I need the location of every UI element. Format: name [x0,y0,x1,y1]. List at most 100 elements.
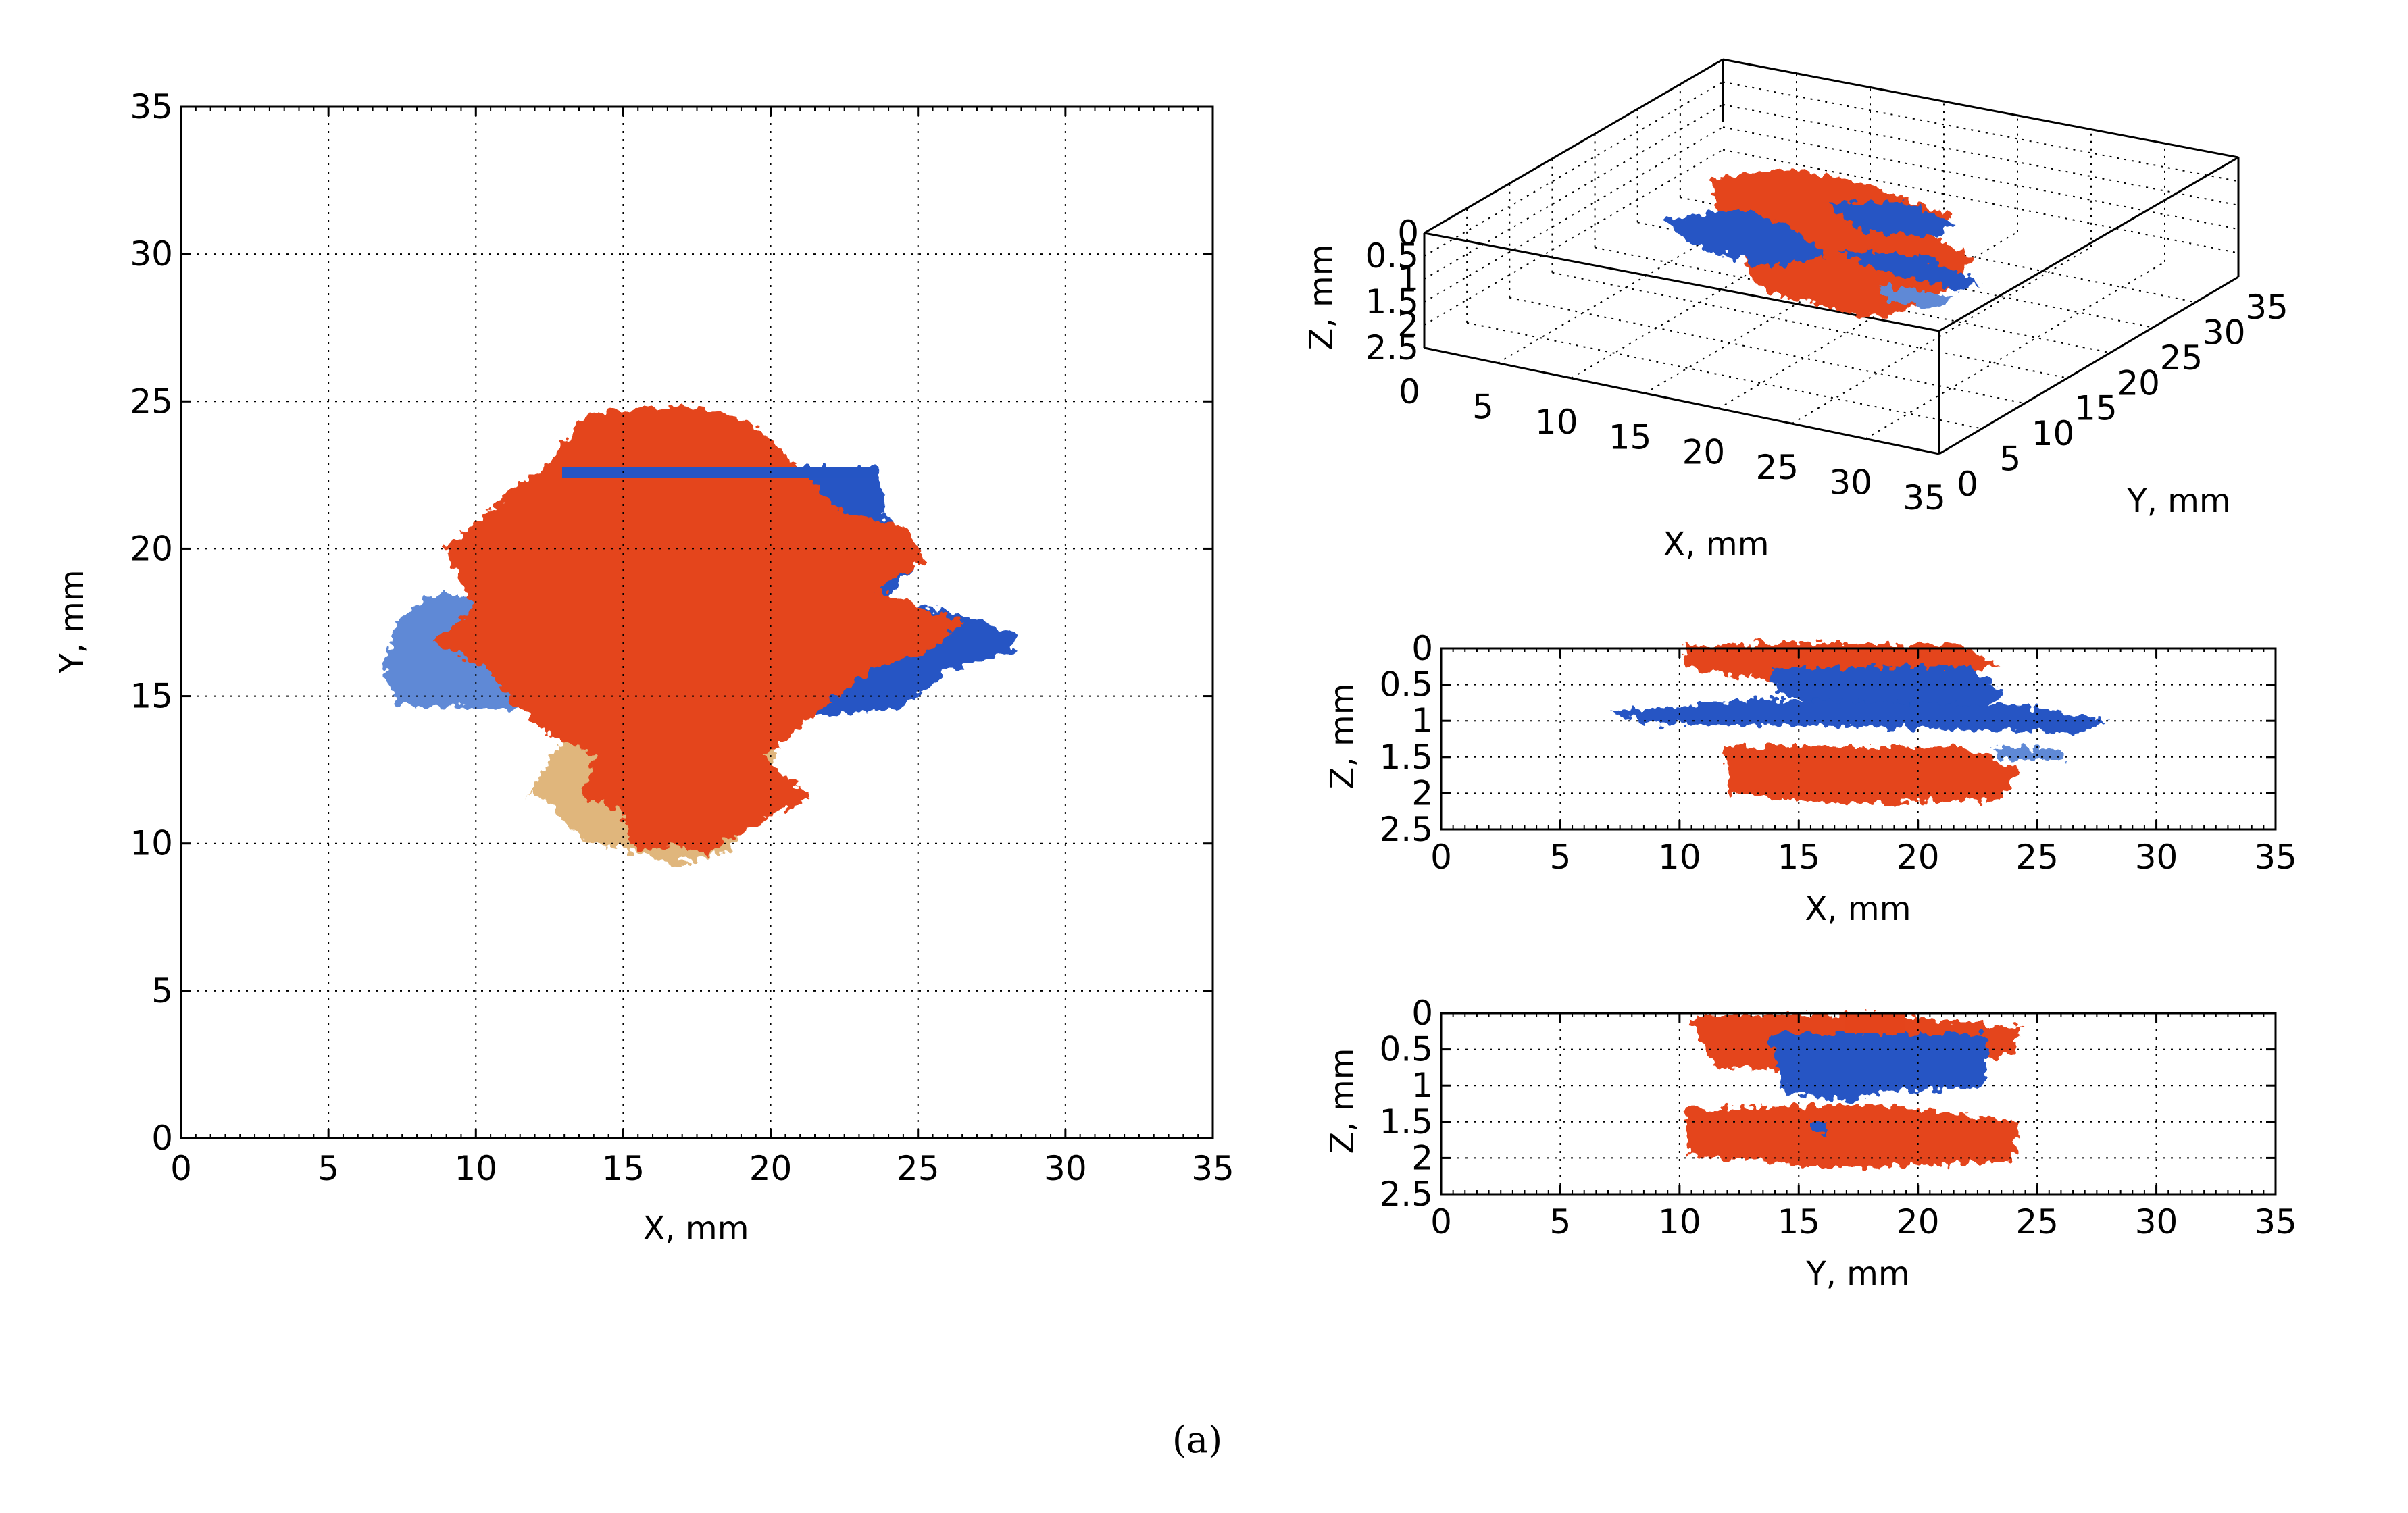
yz-x-tick-label: 5 [1550,1202,1572,1241]
xy-blue-top-strip [562,467,878,478]
xy-y-tick-label: 25 [130,382,173,421]
xy-damage-map [385,405,1017,865]
xz-x-tick-label: 0 [1430,838,1452,877]
3d-y-tick-label: 25 [2160,338,2203,378]
xz-y-tick-label: 0.5 [1379,665,1433,704]
xy-orange-region [432,405,966,854]
3d-blue-region-b [1824,203,1953,236]
xz-blue-band [1607,699,2108,733]
3d-y-tick-label: 5 [1999,440,2021,479]
xy-y-tick-label: 15 [130,677,173,716]
xy-projection-plot: 0 5 10 15 20 25 30 35 0 5 10 15 20 25 30 35 X, mm Y, mm [53,87,1234,1248]
xz-y-tick-label: 1.5 [1379,738,1433,777]
yz-damage-map [1682,1013,2020,1169]
figure-caption: (a) [1172,1418,1222,1461]
xz-y-tick-label: 0 [1411,629,1433,668]
3d-y-axis-label: Y, mm [2126,482,2230,520]
3d-z-tick-label: 2 [1397,305,1419,344]
3d-x-axis-label: X, mm [1663,525,1770,563]
xz-y-tick-label: 1 [1411,701,1433,740]
yz-y-tick-label: 2.5 [1379,1175,1433,1214]
xz-y-axis-label: Z, mm [1324,684,1361,790]
3d-x-tick-label: 0 [1399,372,1420,411]
yz-x-tick-label: 0 [1430,1202,1452,1241]
3d-left-wall-zgrid [1424,149,1724,326]
xz-y-tick-label: 2 [1411,773,1433,813]
yz-x-tick-label: 15 [1777,1202,1820,1241]
3d-blue-region-d [1878,284,1953,307]
yz-orange-top [1845,1013,1905,1033]
xy-tick-labels: 0 5 10 15 20 25 30 35 0 5 10 15 20 25 30 35 [130,87,1234,1188]
yz-orange-lower [1682,1104,2020,1169]
yz-gridlines [1441,1013,2276,1194]
3d-x-tick-label: 5 [1472,387,1494,426]
yz-y-tick-label: 1.5 [1379,1102,1433,1142]
3d-blue-region-c [1838,250,1980,290]
xy-x-tick-label: 15 [602,1149,645,1188]
3d-x-tick-label: 15 [1609,417,1652,457]
xz-x-tick-label: 20 [1897,838,1940,877]
xz-x-tick-label: 25 [2015,838,2059,877]
3d-y-tick-label: 20 [2117,363,2160,403]
3d-back-wall-zgrid [1722,81,2239,182]
3d-y-tick-label: 30 [2203,313,2246,352]
xz-gridlines [1441,648,2276,829]
3d-y-tick-label: 35 [2245,288,2288,327]
yz-axes-box [1440,1012,2277,1196]
xy-x-axis-label: X, mm [643,1210,749,1248]
xy-x-tick-label: 35 [1191,1149,1234,1188]
xz-x-tick-label: 10 [1658,838,1701,877]
xy-y-tick-label: 35 [130,87,173,126]
3d-blue-region-a [1662,209,1824,267]
3d-box-lines [1423,58,2240,455]
xy-x-tick-label: 30 [1044,1149,1087,1188]
xy-y-tick-label: 5 [151,971,173,1010]
yz-x-tick-label: 30 [2135,1202,2178,1241]
xz-x-tick-label: 30 [2135,838,2178,877]
yz-y-axis-label: Z, mm [1324,1048,1361,1154]
xz-blue-center [1770,665,2007,709]
3d-left-wall-zgrid [1424,103,1724,280]
yz-y-tick-label: 1 [1411,1066,1433,1105]
3d-z-tick-label: 1 [1397,259,1419,299]
3d-y-tick-label: 0 [1957,465,1978,504]
xy-x-tick-label: 10 [454,1149,497,1188]
yz-x-tick-label: 25 [2015,1202,2059,1241]
yz-x-tick-label: 20 [1897,1202,1940,1241]
3d-x-tick-label: 20 [1682,433,1726,472]
xy-axes-box [180,105,1214,1139]
yz-x-tick-label: 10 [1658,1202,1701,1241]
3d-y-tick-label: 15 [2074,389,2117,428]
3d-z-tick-label: 1.5 [1365,282,1419,322]
xy-x-tick-label: 0 [170,1149,192,1188]
yz-x-tick-label: 35 [2254,1202,2297,1241]
xz-x-tick-label: 15 [1777,838,1820,877]
3d-z-tick-label: 0 [1397,213,1419,253]
xz-axes-box [1440,647,2277,831]
3d-x-tick-label: 30 [1829,463,1872,503]
3d-x-tick-label: 10 [1535,403,1578,442]
yz-y-tick-label: 0.5 [1379,1030,1433,1069]
xz-y-tick-label: 2.5 [1379,810,1433,849]
xz-x-tick-label: 35 [2254,838,2297,877]
xy-x-tick-label: 20 [749,1149,793,1188]
3d-z-tick-label: 0.5 [1365,236,1419,276]
yz-x-axis-label: Y, mm [1805,1255,1909,1293]
xz-damage-map [1607,642,2108,804]
xz-blue-right [1993,746,2067,760]
3d-x-tick-label: 25 [1755,448,1799,487]
yz-y-tick-label: 2 [1411,1138,1433,1177]
xy-y-tick-label: 0 [151,1119,173,1158]
xy-y-tick-label: 30 [130,234,173,274]
xy-y-tick-label: 20 [130,529,173,568]
3d-left-wall-zgrid [1424,126,1724,303]
3d-gridlines [1424,73,2239,440]
xy-y-axis-label: Y, mm [53,569,91,673]
3d-floor-grid-y [1509,297,2025,405]
xyz-3d-plot: 0 5 10 15 20 25 30 35 0510152025303500.511.522.5… [1303,58,2288,563]
xy-gridlines [181,107,1213,1138]
